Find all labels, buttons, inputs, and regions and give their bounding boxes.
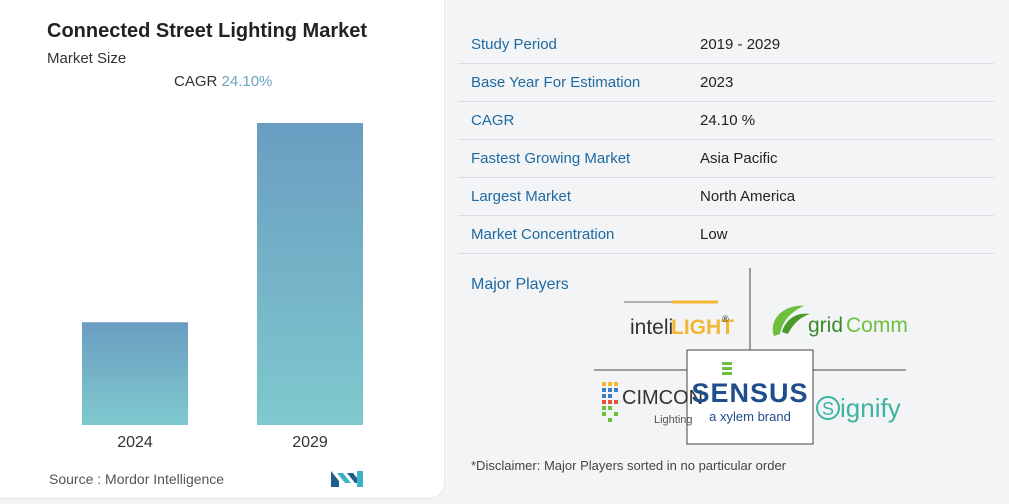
chart-subtitle: Market Size xyxy=(47,50,127,67)
disclaimer-text: *Disclaimer: Major Players sorted in no … xyxy=(471,458,787,473)
sensus-logo: SENSUS a xylem brand xyxy=(691,362,808,424)
info-value: Low xyxy=(700,226,728,243)
x-tick-label: 2029 xyxy=(292,434,328,451)
info-row: Largest Market North America xyxy=(458,178,994,216)
market-size-card: Connected Street Lighting Market Market … xyxy=(0,0,445,499)
info-key: Largest Market xyxy=(471,188,572,205)
info-key: Fastest Growing Market xyxy=(471,150,631,167)
signify-text-a: ignify xyxy=(840,393,901,423)
sensus-text-a: SENSUS xyxy=(691,378,808,408)
source-text: Source : Mordor Intelligence xyxy=(49,471,225,487)
info-value: 24.10 % xyxy=(700,112,756,129)
sensus-text-b: a xylem brand xyxy=(709,409,791,424)
cimcon-text-a: CIMCON xyxy=(622,387,703,409)
gridcomm-logo: grid Comm xyxy=(772,305,908,337)
info-row: Market Concentration Low xyxy=(458,216,994,254)
intelilight-text-c: ® xyxy=(722,314,729,324)
info-row: Study Period 2019 - 2029 xyxy=(458,26,994,64)
info-value: 2019 - 2029 xyxy=(700,36,781,53)
cimcon-logo: CIMCON Lighting xyxy=(602,382,703,426)
cagr-label: CAGR xyxy=(174,73,218,90)
info-row: Base Year For Estimation 2023 xyxy=(458,64,994,102)
info-key: Market Concentration xyxy=(471,226,615,243)
x-tick-label: 2024 xyxy=(117,434,153,451)
info-row: CAGR 24.10 % xyxy=(458,102,994,140)
info-value: 2023 xyxy=(700,74,734,91)
info-value: Asia Pacific xyxy=(700,150,778,167)
major-players-heading: Major Players xyxy=(471,276,569,293)
signify-logo: S ignify xyxy=(816,393,901,423)
cagr-summary: CAGR 24.10% xyxy=(174,73,272,90)
intelilight-text-a: inteli xyxy=(630,316,673,339)
info-key: Study Period xyxy=(471,36,557,53)
intelilight-logo: inteli LIGHT ® xyxy=(624,300,734,339)
svg-text:S: S xyxy=(822,399,834,419)
info-row: Fastest Growing Market Asia Pacific xyxy=(458,140,994,178)
chart-title: Connected Street Lighting Market xyxy=(47,20,368,42)
gridcomm-text-a: grid xyxy=(808,314,843,337)
info-value: North America xyxy=(700,188,796,205)
intelilight-text-b: LIGHT xyxy=(671,316,734,339)
bar-chart: 2024 2029 xyxy=(82,123,363,451)
cimcon-text-b: Lighting xyxy=(654,414,693,426)
mordor-intelligence-logo-icon xyxy=(331,471,363,487)
market-info-table: Study Period 2019 - 2029 Base Year For Es… xyxy=(458,26,994,254)
info-key: CAGR xyxy=(471,112,515,129)
cagr-value: 24.10% xyxy=(221,73,273,90)
bar-2029 xyxy=(257,123,363,425)
bar-2024 xyxy=(82,322,188,425)
gridcomm-text-b: Comm xyxy=(846,314,908,337)
major-players-logos: inteli LIGHT ® grid Comm CIMCON Lighting xyxy=(594,268,908,445)
info-key: Base Year For Estimation xyxy=(471,74,641,91)
